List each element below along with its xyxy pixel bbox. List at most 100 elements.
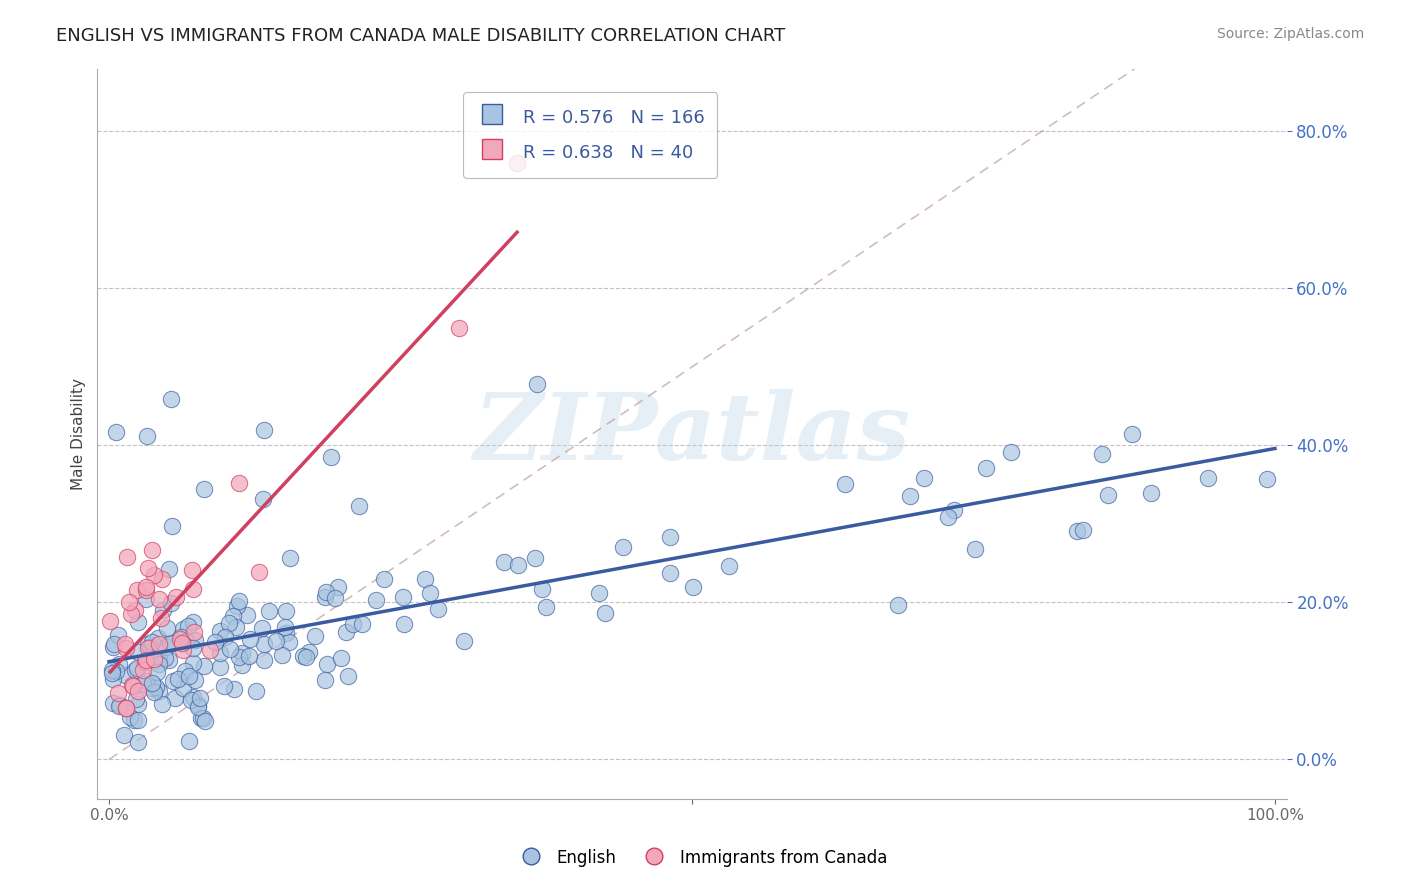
Point bbox=[117, 549, 139, 564]
Text: ZIPatlas: ZIPatlas bbox=[474, 389, 911, 479]
Point bbox=[264, 634, 287, 648]
Point bbox=[166, 590, 188, 604]
Point bbox=[209, 659, 232, 673]
Point bbox=[366, 593, 388, 607]
Point bbox=[127, 713, 149, 727]
Point bbox=[108, 657, 131, 672]
Point bbox=[315, 585, 337, 599]
Point bbox=[159, 636, 181, 650]
Point bbox=[252, 653, 274, 667]
Point bbox=[886, 599, 908, 613]
Point bbox=[125, 692, 148, 706]
Point bbox=[118, 710, 141, 724]
Point bbox=[174, 634, 197, 648]
Point bbox=[974, 461, 997, 475]
Point bbox=[141, 681, 163, 695]
Point bbox=[278, 634, 301, 648]
Point bbox=[160, 392, 183, 406]
Point bbox=[298, 644, 321, 658]
Point bbox=[326, 580, 349, 594]
Point bbox=[943, 503, 966, 517]
Point bbox=[350, 616, 373, 631]
Point bbox=[127, 683, 149, 698]
Point bbox=[325, 591, 347, 605]
Point bbox=[162, 673, 184, 688]
Point bbox=[108, 698, 131, 712]
Point bbox=[508, 558, 530, 572]
Point bbox=[659, 531, 682, 545]
Point bbox=[247, 565, 270, 579]
Point bbox=[717, 559, 740, 574]
Point bbox=[148, 684, 170, 698]
Point bbox=[295, 650, 318, 665]
Point bbox=[427, 602, 450, 616]
Point bbox=[335, 625, 357, 640]
Text: ENGLISH VS IMMIGRANTS FROM CANADA MALE DISABILITY CORRELATION CHART: ENGLISH VS IMMIGRANTS FROM CANADA MALE D… bbox=[56, 27, 786, 45]
Point bbox=[1091, 447, 1114, 461]
Point bbox=[238, 649, 260, 664]
Point bbox=[253, 637, 276, 651]
Point bbox=[912, 471, 935, 485]
Point bbox=[132, 663, 155, 677]
Point bbox=[280, 551, 302, 566]
Point bbox=[127, 645, 149, 659]
Point bbox=[157, 562, 180, 576]
Point bbox=[115, 701, 138, 715]
Point bbox=[336, 669, 359, 683]
Point bbox=[181, 657, 204, 671]
Point bbox=[150, 611, 173, 625]
Point bbox=[190, 691, 212, 706]
Point bbox=[157, 653, 180, 667]
Point bbox=[194, 714, 217, 728]
Point bbox=[612, 540, 634, 554]
Point bbox=[314, 590, 336, 604]
Point bbox=[177, 668, 200, 682]
Point bbox=[120, 607, 142, 621]
Point bbox=[1121, 427, 1143, 442]
Point bbox=[252, 491, 274, 506]
Point bbox=[392, 590, 415, 604]
Point bbox=[141, 635, 163, 649]
Point bbox=[218, 616, 240, 631]
Point bbox=[165, 690, 187, 705]
Point bbox=[1071, 523, 1094, 537]
Point bbox=[124, 603, 146, 617]
Point bbox=[115, 641, 138, 656]
Point bbox=[271, 648, 294, 662]
Point bbox=[124, 713, 146, 727]
Point bbox=[125, 661, 148, 675]
Point bbox=[1000, 444, 1022, 458]
Point bbox=[125, 583, 148, 598]
Point bbox=[212, 680, 235, 694]
Point bbox=[150, 697, 173, 711]
Point bbox=[135, 582, 157, 597]
Point bbox=[181, 690, 204, 704]
Point bbox=[274, 604, 297, 618]
Point bbox=[252, 423, 274, 437]
Point bbox=[1256, 472, 1278, 486]
Point bbox=[239, 632, 262, 647]
Point bbox=[413, 572, 436, 586]
Point bbox=[314, 673, 336, 688]
Point bbox=[169, 632, 191, 647]
Point bbox=[588, 586, 610, 600]
Point bbox=[107, 686, 129, 700]
Point bbox=[198, 642, 221, 657]
Point bbox=[135, 580, 157, 594]
Point bbox=[148, 636, 170, 650]
Point bbox=[274, 626, 297, 640]
Point bbox=[142, 652, 165, 666]
Point bbox=[172, 622, 194, 636]
Point bbox=[153, 651, 176, 665]
Point bbox=[162, 636, 184, 650]
Point bbox=[193, 659, 215, 673]
Point bbox=[183, 582, 205, 597]
Point bbox=[134, 655, 156, 669]
Point bbox=[304, 629, 326, 643]
Point bbox=[114, 668, 136, 682]
Point bbox=[373, 572, 395, 586]
Point bbox=[108, 699, 131, 714]
Point bbox=[1066, 524, 1088, 538]
Point bbox=[101, 672, 124, 686]
Point bbox=[177, 734, 200, 748]
